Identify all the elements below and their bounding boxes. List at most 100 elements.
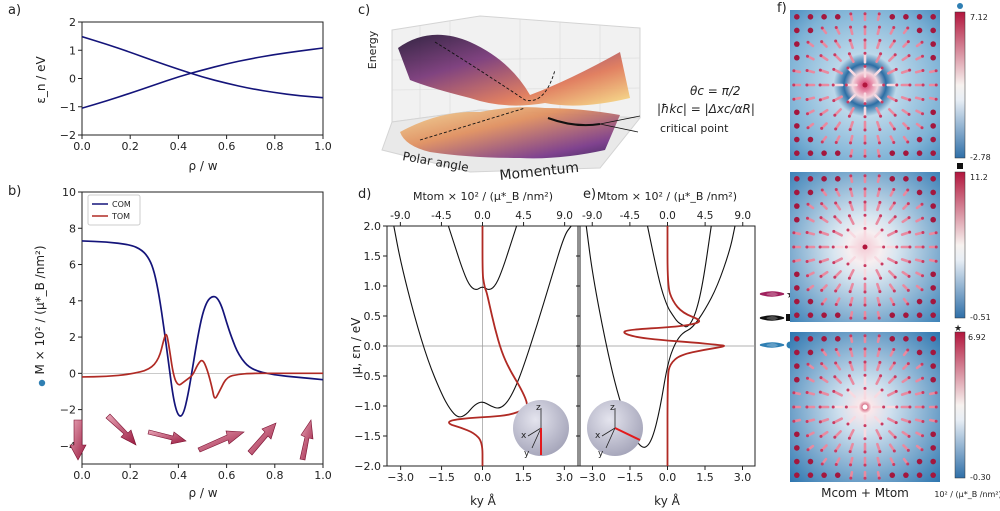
map-1-spins xyxy=(792,12,938,158)
spin-dot xyxy=(930,54,936,61)
cbar-2-min: -0.51 xyxy=(970,313,991,322)
spin-arrow-head xyxy=(863,200,867,204)
spin-arrow-head xyxy=(806,126,810,130)
spin-arrow-head xyxy=(834,141,838,145)
panel-c-letter: c) xyxy=(358,3,370,18)
x-tick-label: −1.5 xyxy=(428,471,455,484)
spin-arrow-head xyxy=(907,216,911,220)
spin-arrow-head xyxy=(921,274,925,278)
panel-d-ticks: −3.0 −1.5 0.0 1.5 3.0 −2.0 −1.5 −1.0 −0.5 0.0 0.5 1… xyxy=(354,210,573,484)
panel-b-frame xyxy=(81,191,324,465)
spin-arrow-head xyxy=(906,126,910,130)
spin-arrow-head xyxy=(849,141,853,145)
panel-a-ticks: 0.0 0.2 0.4 0.6 0.8 1.0 −2 −1 0 1 2 xyxy=(60,16,332,153)
circle-icon xyxy=(957,3,963,9)
spin-arrow-head xyxy=(863,174,867,178)
top-x-tick-label: -9.0 xyxy=(390,210,411,222)
spin-arrow-head xyxy=(834,449,838,453)
spin-arrow-head xyxy=(880,228,884,232)
spin-arrow-head xyxy=(908,68,912,72)
spin-arrow-head xyxy=(848,200,852,204)
x-tick-label: 0.6 xyxy=(218,469,236,482)
panel-f-xlabel: Mcom + Mtom xyxy=(821,486,909,500)
x-tick-label: 1.0 xyxy=(314,140,332,153)
spin-arrow-head xyxy=(833,435,837,439)
spin-arrow-head xyxy=(849,187,853,191)
spin-arrow-head xyxy=(820,448,824,452)
spin-arrow-head xyxy=(878,200,882,204)
panel-e-series xyxy=(580,226,755,466)
blue-marker-icon xyxy=(38,379,46,387)
x-tick-label: −1.5 xyxy=(617,471,644,484)
spin-arrow-head xyxy=(818,83,822,87)
spin-arrow-head xyxy=(934,245,938,249)
spin-dot xyxy=(889,336,896,342)
spin-arrow-head xyxy=(832,99,836,103)
spin-dot xyxy=(889,150,896,156)
cbar-1-min: -2.78 xyxy=(970,153,991,162)
spin-arrow-head xyxy=(847,114,851,118)
spin-arrow-head xyxy=(847,214,851,218)
spin-arrow-head xyxy=(792,405,796,409)
panel-d: d) −3.0 −1.5 0.0 1.5 3.0 −2.0 −1.5 −1.0 −0.5 0.0 0… xyxy=(349,187,579,508)
spin-arrow-head xyxy=(863,115,867,119)
spin-arrow-head xyxy=(880,262,884,266)
spin-arrow-head xyxy=(892,463,896,467)
spin-dot xyxy=(889,14,896,20)
spin-dot xyxy=(930,14,936,20)
svg-text:z: z xyxy=(610,403,615,413)
spin-dot xyxy=(807,349,814,356)
spin-dot xyxy=(930,336,936,342)
spin-arrow-head xyxy=(848,38,852,42)
x-tick-label: 3.0 xyxy=(734,471,752,484)
spin-dot xyxy=(930,150,936,156)
spin-dot xyxy=(916,176,923,182)
spin-arrow-head xyxy=(892,361,896,365)
spin-arrow-icon xyxy=(69,419,87,461)
spin-arrow-head xyxy=(877,12,881,16)
spin-arrow-head xyxy=(863,347,867,351)
y-tick-label: 2 xyxy=(69,16,76,29)
spin-arrow-head xyxy=(805,216,809,220)
spin-arrow-head xyxy=(832,67,836,71)
svg-text:y: y xyxy=(524,449,530,459)
spin-arrow-head xyxy=(820,462,824,466)
spin-arrow-head xyxy=(863,290,867,294)
x-tick-label: 0.4 xyxy=(170,140,188,153)
spin-dot xyxy=(821,336,827,342)
spin-arrow-head xyxy=(877,187,881,191)
spin-arrow-head xyxy=(805,259,809,263)
spin-arrow-head xyxy=(832,261,836,265)
spin-arrow-head xyxy=(921,391,925,395)
spin-arrow-head xyxy=(849,334,853,338)
y-tick-label: −2 xyxy=(60,129,76,142)
y-tick-label: 0 xyxy=(69,367,76,380)
spin-arrow-head xyxy=(833,215,837,219)
spin-arrow-head xyxy=(818,405,822,409)
x-tick-label: 0.8 xyxy=(266,469,284,482)
spin-dot xyxy=(903,312,909,318)
spin-arrow-head xyxy=(877,141,881,145)
y-tick-label: −2 xyxy=(60,404,76,417)
svg-text:x: x xyxy=(521,431,527,441)
spin-arrow-head xyxy=(863,154,867,158)
spin-arrow-head xyxy=(907,112,911,116)
x-tick-label: 0.0 xyxy=(474,471,492,484)
panel-b-xlabel: ρ / w xyxy=(188,486,217,500)
spin-dot xyxy=(794,285,800,291)
spin-arrow-head xyxy=(863,51,867,55)
spin-dot xyxy=(794,123,800,129)
spin-arrow-head xyxy=(805,405,809,409)
y-tick-label: 1.5 xyxy=(364,250,382,263)
critical-point-pointer xyxy=(599,115,641,133)
spin-arrow-head xyxy=(834,303,838,307)
colorbar-label: 10² / (μ*_B /nm²) xyxy=(934,490,1000,499)
spin-arrow-head xyxy=(863,463,867,467)
spin-arrow-head xyxy=(906,40,910,44)
spin-arrow-head xyxy=(907,376,911,380)
spin-dot xyxy=(930,109,936,116)
spin-dot xyxy=(916,189,923,196)
spin-arrow-head xyxy=(894,229,898,233)
panel-b-spin-arrows xyxy=(69,413,314,461)
spin-arrow-head xyxy=(847,436,851,440)
